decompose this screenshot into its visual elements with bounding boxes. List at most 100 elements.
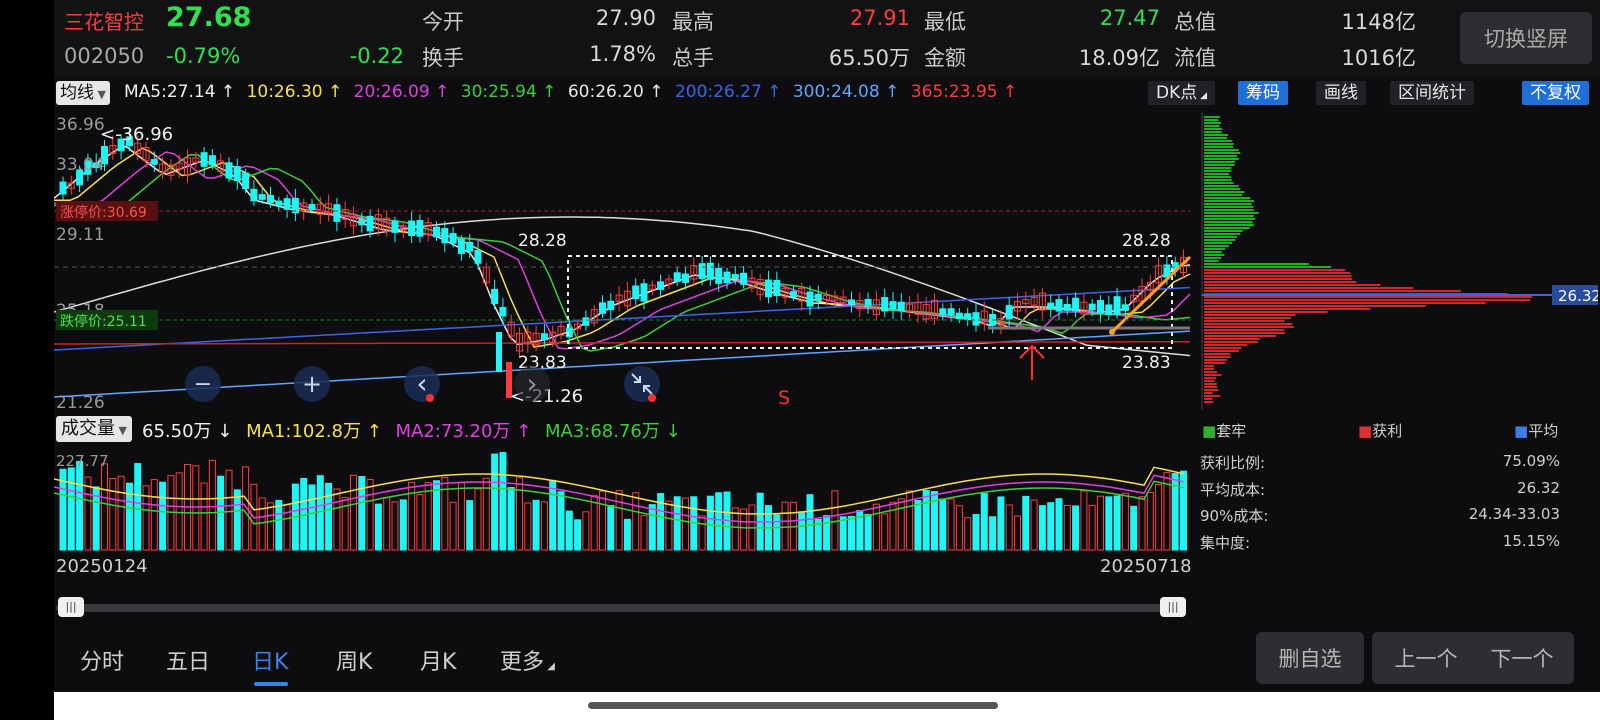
candle-body — [134, 142, 142, 155]
candle-body — [366, 215, 374, 232]
candle-body — [648, 284, 656, 290]
draw-line-button[interactable]: 画线 — [1316, 81, 1366, 105]
candle-body — [1022, 299, 1030, 305]
volume-bar — [989, 516, 997, 551]
volume-bar — [698, 515, 706, 551]
stat-label: 90%成本: — [1200, 507, 1269, 525]
trend-line-handle[interactable] — [1109, 329, 1115, 335]
chip-bar — [1204, 323, 1293, 325]
ma60-line — [53, 216, 1191, 357]
chip-bar — [1204, 119, 1219, 121]
ma-type-dropdown[interactable]: 均线 ▼ — [56, 81, 110, 105]
volume-ma3: MA3:68.76万 ↓ — [544, 421, 681, 442]
stock-app: 三花智控 27.68 002050 -0.79% -0.22 今开 27.90 … — [53, 0, 1600, 720]
candle-body — [316, 203, 324, 215]
volume-bar — [682, 497, 689, 551]
volume-svg: 227.77 — [53, 451, 1187, 551]
candle-body — [889, 301, 897, 310]
zoom-in-button[interactable]: + — [294, 366, 330, 402]
volume-bar — [258, 497, 266, 551]
chips-stats: 获利比例: 75.09% 平均成本: 26.32 90%成本: 24.34-33.03… — [1200, 452, 1560, 558]
ma-type-label: 均线 — [60, 83, 94, 103]
candle-body — [1038, 292, 1046, 311]
amount-value: 18.09亿 — [1078, 46, 1160, 70]
candle-body — [897, 301, 905, 312]
reset-zoom-button[interactable] — [624, 366, 660, 402]
chips-button[interactable]: 筹码 — [1238, 81, 1288, 105]
total-value-label: 总值 — [1174, 10, 1216, 34]
candle-body — [250, 188, 258, 202]
legend-locked: ■套牢 — [1202, 420, 1246, 441]
candle-body — [1080, 301, 1088, 315]
candle-body — [831, 295, 839, 301]
chip-bar — [1204, 155, 1238, 157]
volume-bar — [383, 497, 391, 551]
volume-bar — [939, 498, 947, 551]
zoom-out-button[interactable]: − — [185, 366, 221, 402]
candle-body — [225, 162, 233, 179]
low-label: 最低 — [924, 10, 966, 34]
volume-bar — [590, 495, 598, 551]
candle-body — [1121, 304, 1129, 311]
chevron-right-icon: › — [526, 367, 537, 400]
tab-more[interactable]: 更多 ◢ — [500, 644, 555, 676]
ma300-value: 300:24.08 ↑ — [792, 82, 900, 102]
volume-bar — [308, 484, 316, 551]
box-bottom-right-label: 23.83 — [1122, 353, 1171, 373]
chip-bar — [1204, 125, 1220, 127]
volume-label: 总手 — [672, 46, 714, 70]
volume-bar — [665, 500, 673, 551]
dk-point-button[interactable]: DK点 ◢ — [1148, 81, 1216, 105]
candle-body — [283, 198, 291, 210]
home-indicator[interactable] — [588, 702, 998, 709]
next-stock-button[interactable]: 下一个 — [1470, 632, 1574, 684]
kline-ma-lines — [53, 145, 1191, 398]
chip-bar — [1204, 332, 1285, 334]
volume-bar — [947, 498, 955, 551]
ma30-value: 30:25.94 ↑ — [460, 82, 557, 102]
candle-body — [1030, 296, 1038, 306]
chip-bar — [1204, 170, 1232, 172]
chip-bar — [1204, 260, 1219, 262]
chip-bar — [1204, 209, 1254, 211]
remove-watchlist-button[interactable]: 删自选 — [1256, 632, 1364, 684]
volume-bar — [516, 477, 523, 551]
volume-bar — [76, 460, 84, 551]
scroll-handle-left[interactable]: ||| — [58, 597, 84, 617]
chip-bar — [1204, 338, 1260, 340]
volume-bar — [955, 505, 963, 551]
ma5-value: MA5:27.14 ↑ — [124, 82, 236, 102]
kline-chart[interactable]: 36.96 33.04 29.11 25.18 21.26 涨停价:30.69 … — [53, 112, 1194, 413]
volume-bar — [897, 498, 905, 551]
volume-bar — [599, 490, 606, 551]
candle-body — [814, 293, 822, 301]
volume-bar — [607, 504, 615, 551]
chip-bar — [1204, 128, 1223, 130]
tab-weekly-k[interactable]: 周K — [336, 650, 373, 675]
tab-intraday[interactable]: 分时 — [80, 650, 125, 675]
volume-bar — [532, 499, 540, 551]
candle-body — [549, 331, 557, 343]
range-stats-button[interactable]: 区间统计 — [1390, 81, 1474, 105]
square-icon: ■ — [1514, 422, 1529, 440]
volume-bar — [192, 465, 200, 551]
scroll-handle-right[interactable]: ||| — [1160, 597, 1186, 617]
volume-type-dropdown[interactable]: 成交量 ▼ — [56, 416, 132, 442]
switch-portrait-button[interactable]: 切换竖屏 — [1460, 12, 1592, 64]
chip-bar — [1204, 233, 1241, 235]
ma30-line — [54, 153, 1191, 352]
limit-up-label: 涨停价:30.69 — [60, 204, 147, 221]
candle-body — [657, 281, 665, 290]
tab-monthly-k[interactable]: 月K — [420, 650, 457, 675]
ma10-value: 10:26.30 ↑ — [246, 82, 343, 102]
tab-five-day[interactable]: 五日 — [166, 650, 211, 675]
move-right-button[interactable]: › — [514, 366, 550, 402]
volume-chart[interactable]: 227.77 — [53, 444, 1194, 552]
move-left-button[interactable]: ‹ — [404, 366, 440, 402]
volume-bar — [972, 514, 980, 551]
prev-stock-button[interactable]: 上一个 — [1372, 632, 1480, 684]
no-adjust-button[interactable]: 不复权 — [1522, 81, 1589, 105]
candle-body — [499, 307, 507, 317]
time-scrollbar[interactable] — [56, 604, 1186, 612]
tab-daily-k[interactable]: 日K — [252, 650, 289, 675]
